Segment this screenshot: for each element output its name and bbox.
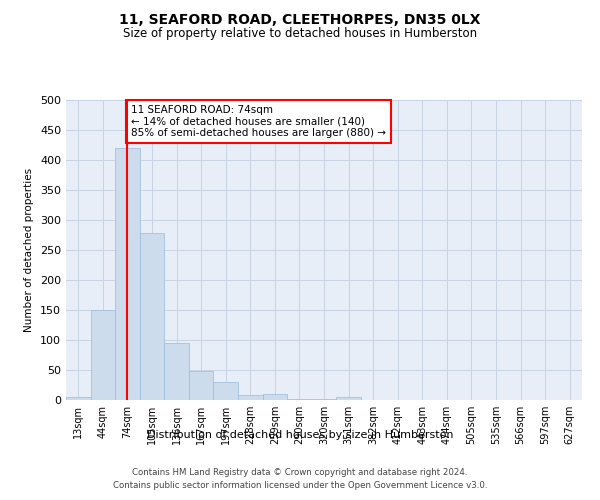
Bar [91, 310, 115, 400]
Y-axis label: Number of detached properties: Number of detached properties [25, 168, 34, 332]
Text: Size of property relative to detached houses in Humberston: Size of property relative to detached ho… [123, 28, 477, 40]
Bar [66, 397, 91, 400]
Text: Contains public sector information licensed under the Open Government Licence v3: Contains public sector information licen… [113, 480, 487, 490]
Bar [214, 382, 238, 400]
Text: Contains HM Land Registry data © Crown copyright and database right 2024.: Contains HM Land Registry data © Crown c… [132, 468, 468, 477]
Bar [312, 399, 336, 400]
Bar [140, 233, 164, 400]
Bar [164, 343, 189, 400]
Bar [189, 371, 214, 400]
Bar [115, 148, 140, 400]
Bar [263, 394, 287, 400]
Text: 11 SEAFORD ROAD: 74sqm
← 14% of detached houses are smaller (140)
85% of semi-de: 11 SEAFORD ROAD: 74sqm ← 14% of detached… [131, 105, 386, 138]
Bar [238, 395, 263, 400]
Bar [336, 397, 361, 400]
Text: 11, SEAFORD ROAD, CLEETHORPES, DN35 0LX: 11, SEAFORD ROAD, CLEETHORPES, DN35 0LX [119, 12, 481, 26]
Text: Distribution of detached houses by size in Humberston: Distribution of detached houses by size … [147, 430, 453, 440]
